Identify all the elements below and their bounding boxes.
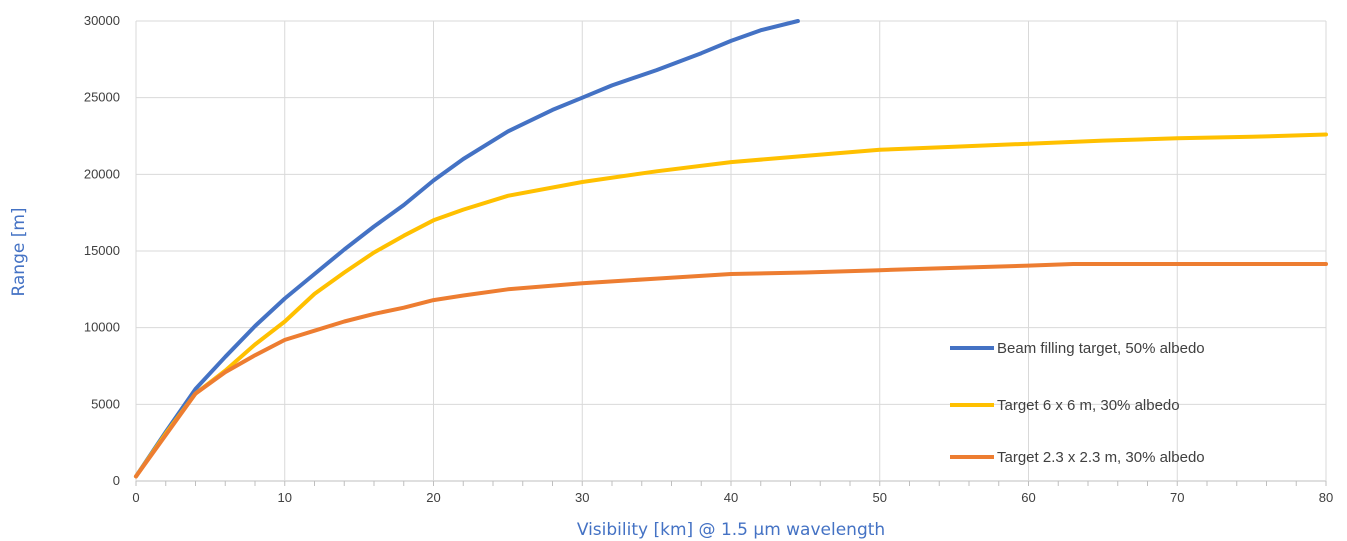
x-tick-label: 60	[1021, 490, 1035, 505]
legend-label-1: Beam filling target, 50% albedo	[997, 340, 1205, 357]
y-tick-label: 30000	[84, 13, 120, 28]
x-tick-label: 0	[132, 490, 139, 505]
series-line-2	[134, 132, 1328, 479]
series-line-1	[134, 19, 800, 479]
x-axis-tick-labels: 0 10 20 30 40 50 60 70 80	[132, 490, 1333, 505]
y-tick-label: 5000	[91, 396, 120, 411]
x-tick-label: 10	[278, 490, 292, 505]
x-tick-label: 20	[426, 490, 440, 505]
y-axis-tick-labels: 0 5000 10000 15000 20000 25000 30000	[84, 13, 120, 488]
legend: Beam filling target, 50% albedo Target 6 …	[950, 340, 1205, 466]
x-axis-title: Visibility [km] @ 1.5 µm wavelength	[577, 520, 885, 540]
y-tick-label: 0	[113, 473, 120, 488]
x-tick-label: 70	[1170, 490, 1184, 505]
x-tick-label: 40	[724, 490, 738, 505]
x-tick-label: 30	[575, 490, 589, 505]
legend-label-3: Target 2.3 x 2.3 m, 30% albedo	[997, 449, 1205, 466]
y-tick-label: 15000	[84, 243, 120, 258]
x-tick-label: 80	[1319, 490, 1333, 505]
legend-label-2: Target 6 x 6 m, 30% albedo	[997, 397, 1180, 414]
x-tick-label: 50	[873, 490, 887, 505]
y-tick-label: 10000	[84, 320, 120, 335]
gridlines	[135, 20, 1327, 486]
data-series	[134, 19, 1328, 479]
y-axis-title: Range [m]	[9, 207, 29, 296]
series-line-3	[134, 262, 1328, 479]
y-tick-label: 25000	[84, 90, 120, 105]
y-tick-label: 20000	[84, 166, 120, 181]
